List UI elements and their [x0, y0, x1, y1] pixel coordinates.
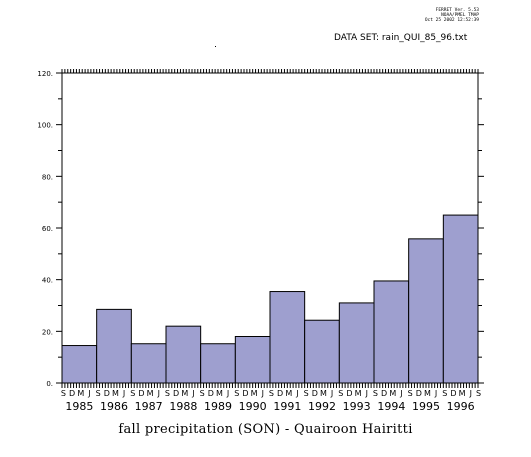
- x-month-label: S: [408, 389, 413, 398]
- bar-1995: [408, 238, 444, 384]
- x-month-label: M: [355, 389, 362, 398]
- x-month-label: S: [442, 389, 447, 398]
- x-month-label: S: [476, 389, 481, 398]
- bar-1996: [442, 214, 479, 384]
- x-month-label: M: [77, 389, 84, 398]
- bar-1994: [373, 280, 410, 384]
- x-year-label-1987: 1987: [135, 400, 163, 413]
- x-month-label: M: [285, 389, 292, 398]
- x-year-label-1990: 1990: [239, 400, 267, 413]
- x-month-label: M: [112, 389, 119, 398]
- x-month-label: S: [200, 389, 205, 398]
- x-month-label: D: [450, 389, 456, 398]
- x-month-label: J: [330, 389, 333, 398]
- x-month-label: D: [312, 389, 318, 398]
- y-tick-label: 20.: [42, 328, 53, 336]
- x-month-label: J: [157, 389, 160, 398]
- x-month-label: D: [242, 389, 248, 398]
- bar-1990: [234, 336, 271, 384]
- y-tick-label: 40.: [42, 277, 53, 285]
- x-month-label: S: [304, 389, 309, 398]
- x-year-label-1995: 1995: [412, 400, 440, 413]
- y-tick-label: 80.: [42, 173, 53, 181]
- bar-1985: [61, 345, 98, 384]
- x-month-label: M: [459, 389, 466, 398]
- ferret-date-text: Oct 25 2002 12:52:39: [424, 18, 479, 23]
- x-month-label: D: [416, 389, 422, 398]
- x-month-label: J: [295, 389, 298, 398]
- bar-1989: [200, 343, 236, 384]
- x-month-label: D: [381, 389, 387, 398]
- x-month-label: J: [469, 389, 472, 398]
- x-month-label: S: [61, 389, 66, 398]
- stray-dot: [215, 46, 216, 47]
- bar-1993: [338, 302, 375, 384]
- dataset-label: DATA SET: rain_QUI_85_96.txt: [334, 33, 468, 43]
- bar-1987: [130, 343, 167, 384]
- x-month-label: S: [338, 389, 343, 398]
- x-month-label: J: [434, 389, 437, 398]
- labels-layer: 0.20.40.60.80.100.120.S D M J S D M J S D M J S D M J S D…: [37, 70, 481, 413]
- x-month-label: D: [104, 389, 110, 398]
- bar-1992: [304, 319, 340, 384]
- x-year-label-1996: 1996: [447, 400, 475, 413]
- x-month-label: S: [96, 389, 101, 398]
- x-month-label: M: [424, 389, 431, 398]
- ferret-version-text: FERRET Ver. 5.53: [435, 8, 479, 13]
- x-month-label: D: [138, 389, 144, 398]
- bars-layer: [61, 214, 479, 384]
- x-month-label: S: [130, 389, 135, 398]
- y-tick-label: 60.: [42, 225, 53, 233]
- x-month-label: M: [216, 389, 223, 398]
- x-year-label-1993: 1993: [343, 400, 371, 413]
- x-year-label-1994: 1994: [377, 400, 405, 413]
- x-month-label: S: [165, 389, 170, 398]
- y-tick-label: 100.: [37, 122, 53, 130]
- x-month-label: D: [346, 389, 352, 398]
- x-year-label-1986: 1986: [100, 400, 128, 413]
- x-month-label: M: [320, 389, 327, 398]
- x-month-label: S: [373, 389, 378, 398]
- x-month-label: M: [251, 389, 258, 398]
- x-month-label: J: [87, 389, 90, 398]
- x-month-label: M: [181, 389, 188, 398]
- x-month-label: S: [269, 389, 274, 398]
- x-year-label-1992: 1992: [308, 400, 336, 413]
- x-month-label: J: [399, 389, 402, 398]
- y-tick-label: 0.: [46, 380, 53, 388]
- x-month-label: J: [191, 389, 194, 398]
- x-year-label-1985: 1985: [65, 400, 93, 413]
- x-month-label: S: [234, 389, 239, 398]
- bar-1991: [269, 291, 306, 384]
- x-month-label: J: [122, 389, 125, 398]
- x-year-label-1989: 1989: [204, 400, 232, 413]
- x-month-label: M: [147, 389, 154, 398]
- ferret-org-text: NOAA/PMEL TMAP: [441, 13, 479, 18]
- chart-title: fall precipitation (SON) - Quairoon Hair…: [118, 422, 413, 437]
- x-month-label: D: [69, 389, 75, 398]
- x-month-label: J: [226, 389, 229, 398]
- x-year-label-1991: 1991: [273, 400, 301, 413]
- x-month-label: D: [208, 389, 214, 398]
- x-month-label: J: [261, 389, 264, 398]
- ticks-layer: [56, 69, 484, 388]
- x-month-label: J: [365, 389, 368, 398]
- bar-1988: [165, 325, 202, 384]
- bar-1986: [96, 308, 132, 384]
- x-year-label-1988: 1988: [169, 400, 197, 413]
- x-month-label: D: [277, 389, 283, 398]
- y-tick-label: 120.: [37, 70, 53, 78]
- x-month-label: M: [389, 389, 396, 398]
- x-month-label: D: [173, 389, 179, 398]
